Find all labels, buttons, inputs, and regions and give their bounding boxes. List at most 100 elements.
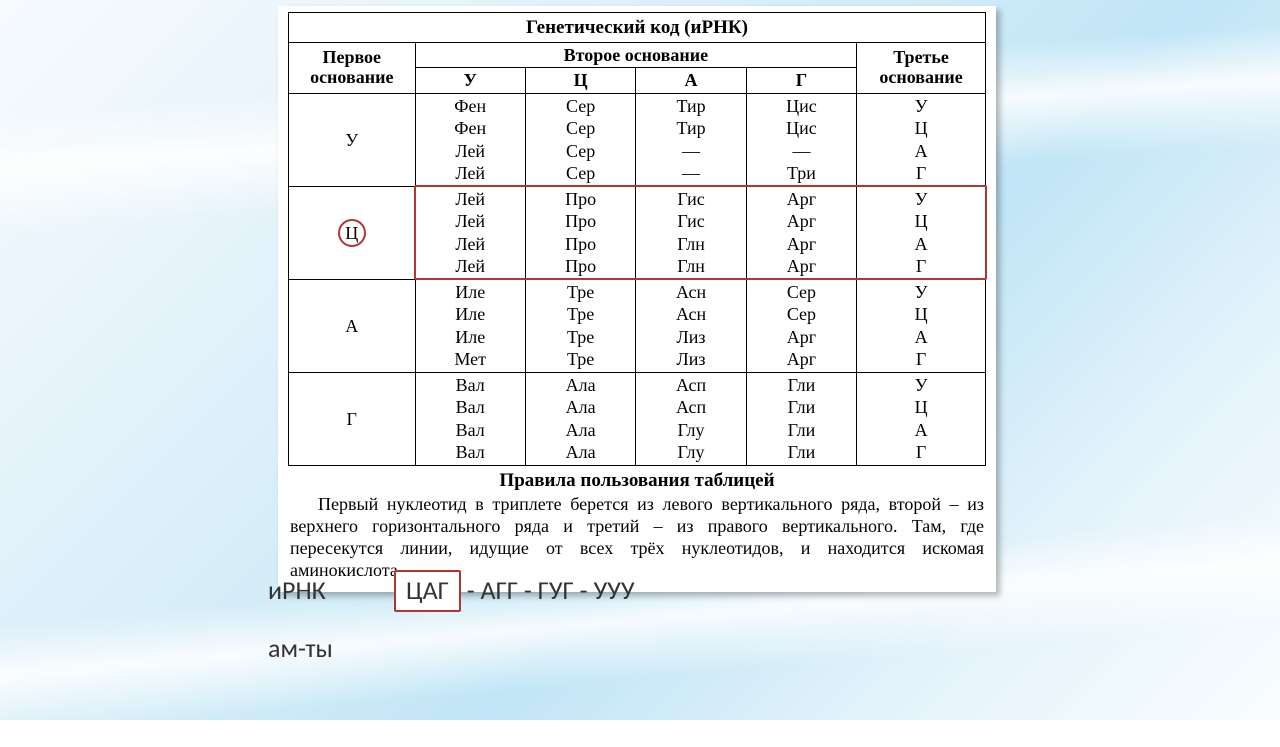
header-third-base: Третье основание	[857, 42, 986, 93]
answer-aa-line: ам-ты	[268, 632, 635, 664]
header-second-col: Г	[746, 68, 856, 94]
rules-title: Правила пользования таблицей	[288, 470, 986, 492]
amino-acid: Асп	[640, 396, 741, 419]
first-base-cell: Г	[289, 372, 416, 465]
amino-acid: Вал	[420, 396, 521, 419]
amino-acid: Цис	[751, 117, 852, 140]
third-base: Г	[861, 441, 981, 464]
amino-acid: Гли	[751, 441, 852, 464]
third-base: У	[861, 95, 981, 118]
codon: ГУГ	[538, 574, 574, 606]
header-first-base: Первое основание	[289, 42, 416, 93]
amino-acid: Тре	[530, 281, 631, 304]
codon-separator: -	[461, 574, 481, 606]
amino-acid: Арг	[751, 210, 852, 233]
amino-acid: Гис	[640, 188, 741, 211]
table-row: ГВалВалВалВалАлаАлаАлаАлаАспАспГлуГлуГли…	[289, 372, 986, 465]
amino-acid: Про	[530, 210, 631, 233]
amino-acid: Сер	[530, 140, 631, 163]
amino-acid: Мет	[420, 348, 521, 371]
table-row: АИлеИлеИлеМетТреТреТреТреАснАснЛизЛизСер…	[289, 279, 986, 372]
codon-table-card: Генетический код (иРНК) Первое основание…	[278, 6, 996, 592]
codon-cell: ГлиГлиГлиГли	[746, 372, 856, 465]
amino-acid: Лей	[420, 188, 521, 211]
codon-separator: -	[574, 574, 594, 606]
amino-acid: Сер	[530, 162, 631, 185]
amino-acid: Про	[530, 233, 631, 256]
codon-cell: СерСерАргАрг	[746, 279, 856, 372]
amino-acid: Сер	[751, 303, 852, 326]
header-second-col: Ц	[525, 68, 635, 94]
amino-acid: Арг	[751, 188, 852, 211]
amino-acid: Лей	[420, 210, 521, 233]
amino-acid: Про	[530, 188, 631, 211]
amino-acid: Лей	[420, 255, 521, 278]
amino-acid: —	[751, 140, 852, 163]
third-base: Г	[861, 348, 981, 371]
third-base-cell: УЦАГ	[857, 186, 986, 279]
third-base: У	[861, 374, 981, 397]
amino-acid: Сер	[530, 95, 631, 118]
amino-acid: Гли	[751, 396, 852, 419]
amino-acid: Ала	[530, 374, 631, 397]
amino-acid: Иле	[420, 326, 521, 349]
first-base-cell: Ц	[289, 186, 416, 279]
label-amino-acids: ам-ты	[268, 632, 388, 664]
amino-acid: Сер	[751, 281, 852, 304]
answer-rna-line: иРНК ЦАГ - АГГ - ГУГ - УУУ	[268, 574, 635, 606]
label-rna: иРНК	[268, 574, 388, 606]
third-base: А	[861, 233, 981, 256]
third-base: У	[861, 281, 981, 304]
amino-acid: Лиз	[640, 348, 741, 371]
amino-acid: Глу	[640, 419, 741, 442]
third-base: Ц	[861, 396, 981, 419]
amino-acid: Арг	[751, 233, 852, 256]
amino-acid: Глн	[640, 255, 741, 278]
table-title: Генетический код (иРНК)	[289, 13, 986, 43]
codon-cell: ТреТреТреТре	[525, 279, 635, 372]
amino-acid: Вал	[420, 419, 521, 442]
third-base: Ц	[861, 117, 981, 140]
amino-acid: Вал	[420, 441, 521, 464]
amino-acid: Ала	[530, 419, 631, 442]
amino-acid: Тре	[530, 303, 631, 326]
amino-acid: Тре	[530, 326, 631, 349]
amino-acid: Асн	[640, 281, 741, 304]
amino-acid: Тир	[640, 117, 741, 140]
amino-acid: Асн	[640, 303, 741, 326]
third-base-cell: УЦАГ	[857, 279, 986, 372]
codon-cell: АлаАлаАлаАла	[525, 372, 635, 465]
amino-acid: Арг	[751, 326, 852, 349]
codon: АГГ	[481, 574, 518, 606]
codon-cell: ПроПроПроПро	[525, 186, 635, 279]
amino-acid: Вал	[420, 374, 521, 397]
codon-cell: АспАспГлуГлу	[636, 372, 746, 465]
codon: УУУ	[593, 574, 634, 606]
amino-acid: Гли	[751, 374, 852, 397]
first-base-circle-highlight: Ц	[338, 219, 366, 247]
amino-acid: Арг	[751, 255, 852, 278]
third-base: А	[861, 326, 981, 349]
codon-cell: ЛейЛейЛейЛей	[415, 186, 525, 279]
codon-cell: СерСерСерСер	[525, 93, 635, 186]
codon-sequence: ЦАГ - АГГ - ГУГ - УУУ	[394, 574, 635, 606]
rules-text: Первый нуклеотид в триплете берется из л…	[288, 494, 986, 582]
amino-acid: Тир	[640, 95, 741, 118]
third-base: Г	[861, 255, 981, 278]
third-base-cell: УЦАГ	[857, 93, 986, 186]
third-base: Ц	[861, 303, 981, 326]
codon-cell: АргАргАргАрг	[746, 186, 856, 279]
amino-acid: Лей	[420, 140, 521, 163]
amino-acid: Лиз	[640, 326, 741, 349]
amino-acid: Три	[751, 162, 852, 185]
first-base-cell: А	[289, 279, 416, 372]
third-base: У	[861, 188, 981, 211]
codon-cell: ЦисЦис—Три	[746, 93, 856, 186]
codon-highlighted: ЦАГ	[394, 570, 461, 612]
third-base: А	[861, 419, 981, 442]
amino-acid: Глн	[640, 233, 741, 256]
amino-acid: Лей	[420, 162, 521, 185]
amino-acid: Ала	[530, 396, 631, 419]
codon-cell: ИлеИлеИлеМет	[415, 279, 525, 372]
amino-acid: Гли	[751, 419, 852, 442]
